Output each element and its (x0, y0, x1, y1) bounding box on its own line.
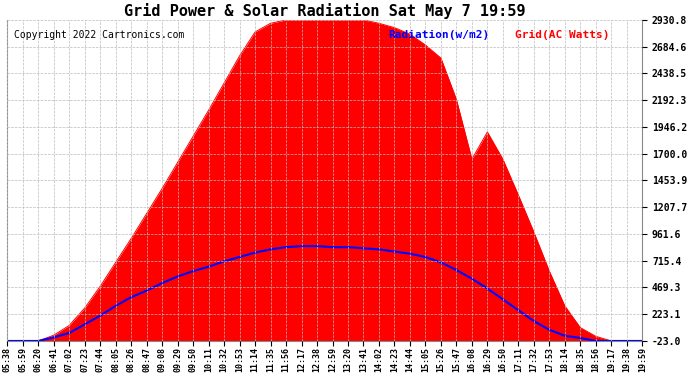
Text: Grid(AC Watts): Grid(AC Watts) (515, 30, 610, 40)
Text: Radiation(w/m2): Radiation(w/m2) (388, 30, 489, 40)
Title: Grid Power & Solar Radiation Sat May 7 19:59: Grid Power & Solar Radiation Sat May 7 1… (124, 3, 526, 19)
Text: Copyright 2022 Cartronics.com: Copyright 2022 Cartronics.com (14, 30, 184, 40)
